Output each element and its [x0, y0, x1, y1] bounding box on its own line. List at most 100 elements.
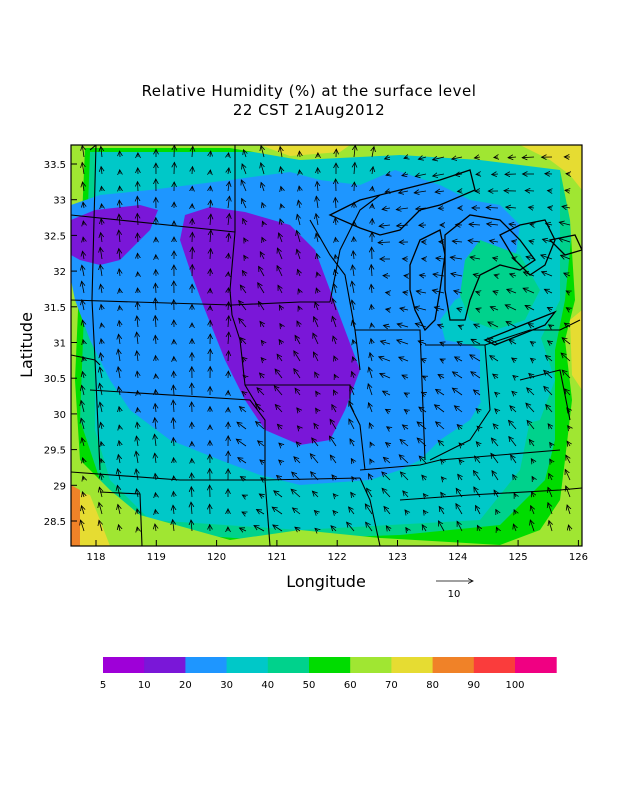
wind-vector [101, 233, 102, 243]
wind-vector [102, 204, 103, 208]
wind-vector [386, 309, 390, 310]
wind-vector [272, 507, 283, 515]
wind-vector [101, 146, 102, 158]
wind-vector [486, 207, 499, 208]
wind-vector [315, 372, 318, 379]
wind-vector [567, 408, 570, 412]
fill-40-50-lakes [460, 240, 540, 330]
wind-vector [371, 323, 372, 327]
wind-vector [291, 489, 301, 498]
wind-vector [383, 391, 391, 395]
wind-vector [559, 238, 571, 242]
wind-vector [82, 300, 84, 311]
wind-vector [525, 191, 535, 192]
wind-vector [119, 387, 121, 396]
wind-vector [311, 472, 319, 481]
colorbar-label: 60 [344, 680, 357, 691]
map-subtitle: 22 CST 21Aug2012 [232, 101, 386, 119]
wind-vector [567, 505, 570, 515]
wind-vector [452, 241, 463, 242]
wind-vector [526, 257, 535, 259]
wind-vector [561, 353, 571, 362]
wind-vector [565, 190, 570, 191]
wind-vector [386, 526, 390, 531]
wind-vector [297, 249, 300, 260]
wind-vector [531, 459, 534, 463]
wind-vector [317, 272, 318, 276]
wind-vector [382, 488, 391, 498]
wind-vector [559, 222, 571, 225]
wind-vector [523, 288, 535, 294]
wind-vector [510, 406, 517, 413]
wind-vector [155, 316, 156, 328]
wind-vector [366, 522, 373, 532]
wind-vector [119, 321, 120, 328]
wind-vector [334, 374, 336, 378]
wind-vector [315, 302, 318, 311]
wind-vector [100, 265, 102, 277]
wind-vector [469, 224, 481, 225]
wind-vector [101, 442, 102, 446]
wind-vector [294, 351, 301, 362]
wind-vector [488, 338, 499, 345]
wind-vector [532, 477, 534, 481]
wind-vector [137, 371, 138, 379]
wind-vector [173, 505, 174, 515]
wind-vector [352, 265, 354, 277]
colorbar-label: 10 [138, 680, 151, 691]
wind-vector [155, 434, 157, 447]
wind-vector [257, 510, 265, 515]
wind-vector [439, 507, 445, 515]
y-tick-label: 31 [53, 339, 66, 350]
wind-vector [457, 425, 462, 429]
wind-vector [173, 438, 174, 447]
wind-vector [294, 457, 301, 464]
colorbar-label: 20 [179, 680, 192, 691]
wind-vector [228, 351, 229, 362]
wind-vector [244, 255, 246, 259]
wind-vector [549, 325, 552, 327]
wind-vector [418, 341, 427, 344]
wind-vector [173, 520, 174, 532]
wind-vector [416, 291, 427, 293]
wind-vector [347, 522, 355, 532]
wind-vector [210, 249, 211, 260]
wind-vector [297, 321, 300, 328]
wind-vector [531, 358, 535, 361]
wind-vector [549, 521, 552, 532]
wind-vector [100, 473, 102, 481]
wind-vector [332, 475, 336, 480]
wind-vector [509, 340, 517, 344]
wind-vector [260, 373, 265, 378]
wind-vector [333, 299, 336, 311]
wind-vector [415, 174, 427, 176]
fill-70-80-sw [71, 490, 110, 546]
colorbar-label: 70 [385, 680, 398, 691]
wind-vector [258, 441, 265, 447]
x-tick-label: 123 [388, 552, 407, 563]
wind-vector [548, 207, 552, 208]
wind-vector [277, 248, 283, 260]
wind-vector [241, 180, 247, 192]
x-tick-label: 122 [328, 552, 347, 563]
wind-vector [529, 241, 534, 242]
wind-vector [137, 509, 138, 514]
wind-vector [274, 491, 283, 498]
wind-vector [381, 341, 391, 344]
wind-vector [118, 469, 120, 481]
wind-vector [455, 174, 463, 175]
wind-vector [402, 425, 409, 429]
wind-vector [432, 290, 445, 293]
wind-vector [101, 167, 102, 175]
wind-vector [457, 521, 463, 532]
wind-vector [353, 340, 354, 344]
wind-vector [100, 383, 103, 396]
wind-vector [261, 478, 264, 480]
wind-vector [316, 196, 318, 209]
wind-vector [155, 524, 156, 532]
wind-vector [524, 272, 535, 276]
wind-vector [565, 470, 571, 481]
wind-vector [155, 493, 156, 497]
wind-vector [82, 372, 84, 379]
wind-vector [529, 440, 534, 447]
